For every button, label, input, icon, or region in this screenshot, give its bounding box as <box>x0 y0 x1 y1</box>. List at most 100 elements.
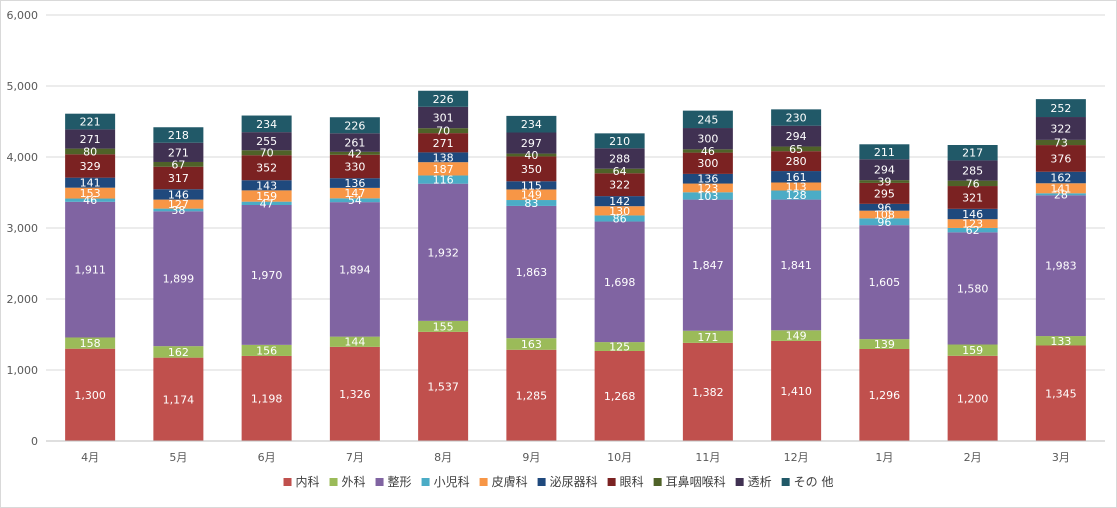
bar-segment <box>153 211 204 347</box>
data-label: 70 <box>436 125 450 138</box>
data-label: 1,899 <box>163 273 195 286</box>
x-tick-label: 2月 <box>964 451 982 464</box>
x-tick-label: 6月 <box>258 451 276 464</box>
data-label: 146 <box>962 208 983 221</box>
bar-segment <box>947 145 998 161</box>
data-label: 1,911 <box>74 264 106 277</box>
data-label: 162 <box>1050 172 1071 185</box>
bar-segment <box>241 190 292 202</box>
bar-segment <box>418 133 469 153</box>
data-label: 96 <box>877 201 891 214</box>
legend-swatch <box>479 478 488 486</box>
bar-segment <box>1035 171 1086 184</box>
data-label: 1,174 <box>163 393 195 406</box>
bar-segment <box>241 204 292 345</box>
data-label: 161 <box>786 171 807 184</box>
bar-segment <box>153 166 204 190</box>
data-label: 301 <box>433 111 454 124</box>
legend-item: 外科 <box>329 475 366 489</box>
data-label: 67 <box>171 158 185 171</box>
bar-segment <box>947 208 998 220</box>
bar-segment <box>1035 117 1086 140</box>
data-label: 226 <box>344 119 365 132</box>
data-label: 295 <box>874 187 895 200</box>
data-label: 38 <box>171 204 185 217</box>
legend-item: 小児科 <box>421 475 470 489</box>
bar-segment <box>329 133 380 152</box>
bar-segment <box>418 183 469 321</box>
data-label: 1,605 <box>869 276 901 289</box>
bar-segment <box>506 200 557 206</box>
bar-segment <box>859 144 910 160</box>
data-label: 54 <box>348 194 362 207</box>
x-tick-label: 12月 <box>784 451 809 464</box>
data-label: 280 <box>786 155 807 168</box>
bar-segment <box>329 187 380 199</box>
bar-segment <box>329 202 380 337</box>
bar-segment <box>65 148 116 155</box>
legend-item: 皮膚科 <box>479 474 528 489</box>
data-label: 234 <box>521 118 542 131</box>
data-label: 271 <box>433 137 454 150</box>
x-tick-label: 3月 <box>1052 451 1070 464</box>
y-tick-label: 4,000 <box>7 151 39 164</box>
bar-segment <box>771 171 822 183</box>
y-tick-label: 1,000 <box>7 364 39 377</box>
bar-segment <box>1035 139 1086 146</box>
data-label: 321 <box>962 191 983 204</box>
data-label: 350 <box>521 163 542 176</box>
bar-segment <box>241 201 292 205</box>
legend-swatch <box>781 478 790 486</box>
bar-segment <box>1035 195 1086 337</box>
data-label: 330 <box>344 161 365 174</box>
bar-segment <box>682 152 733 174</box>
data-label: 136 <box>344 177 365 190</box>
legend-label: 皮膚科 <box>492 474 528 489</box>
legend-swatch <box>735 478 744 486</box>
bar-segment <box>65 154 116 178</box>
data-label: 252 <box>1050 102 1071 115</box>
bar-segment <box>1035 145 1086 172</box>
data-label: 255 <box>256 135 277 148</box>
bar-segment <box>418 331 469 441</box>
bar-segment <box>771 125 822 147</box>
bar-segment <box>682 342 733 441</box>
bar-segment <box>1035 345 1086 441</box>
x-tick-label: 9月 <box>522 451 540 464</box>
bar-segment <box>771 330 822 341</box>
data-label: 80 <box>83 145 97 158</box>
data-label: 42 <box>348 147 362 160</box>
legend-label: 小児科 <box>434 475 470 489</box>
data-label: 146 <box>168 188 189 201</box>
bar-segment <box>859 339 910 349</box>
data-label: 210 <box>609 135 630 148</box>
bar-segment <box>771 146 822 152</box>
legend-item: 耳鼻咽喉科 <box>653 474 726 489</box>
bar-segment <box>329 198 380 203</box>
bar-segment <box>594 168 645 174</box>
bar-segment <box>947 232 998 345</box>
bar-segment <box>506 189 557 201</box>
data-label: 159 <box>256 190 277 203</box>
bar-segment <box>947 227 998 233</box>
data-label: 123 <box>962 218 983 231</box>
bar-segment <box>682 192 733 200</box>
bar-segment <box>594 133 645 149</box>
data-label: 143 <box>256 179 277 192</box>
bar-segment <box>682 128 733 150</box>
legend-swatch <box>329 478 338 486</box>
data-label: 96 <box>877 216 891 229</box>
legend-swatch <box>283 478 292 486</box>
legend-swatch <box>607 478 616 486</box>
bar-segment <box>594 342 645 351</box>
data-label: 288 <box>609 152 630 165</box>
data-label: 28 <box>1054 188 1068 201</box>
